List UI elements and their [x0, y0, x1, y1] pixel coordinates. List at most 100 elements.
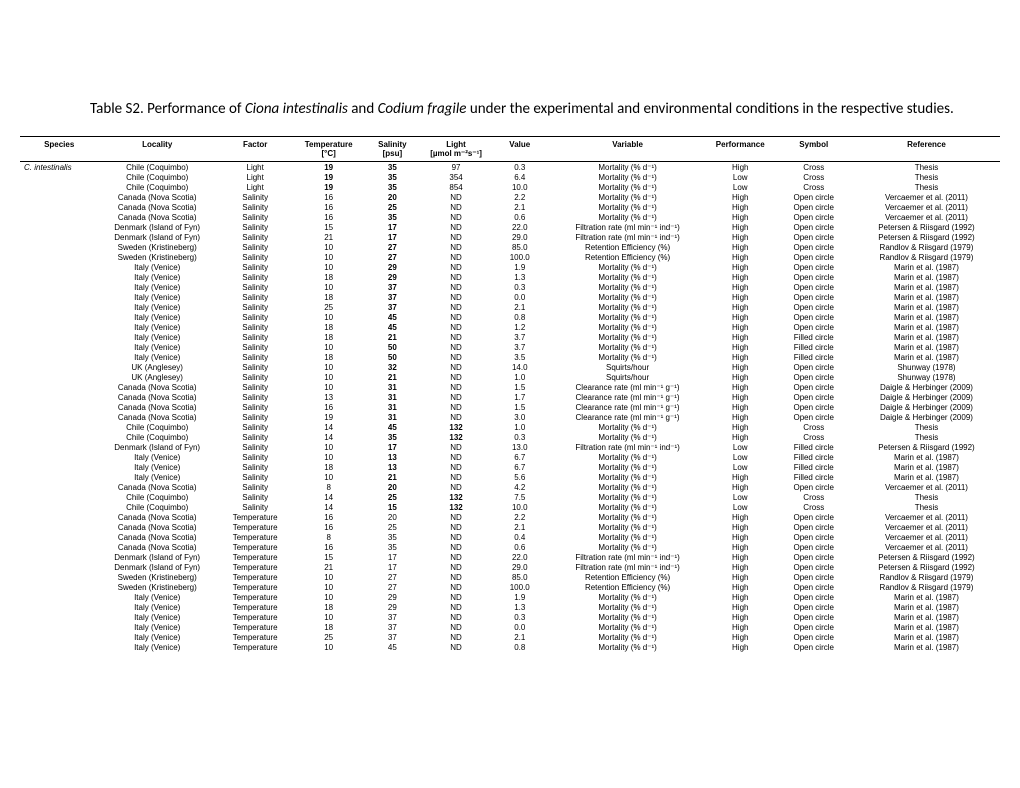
- cell-light: ND: [422, 512, 491, 522]
- cell-salinity: 37: [363, 612, 422, 622]
- cell-factor: Temperature: [216, 512, 294, 522]
- cell-factor: Temperature: [216, 622, 294, 632]
- cell-symbol: Open circle: [775, 562, 853, 572]
- cell-factor: Salinity: [216, 262, 294, 272]
- cell-variable: Mortality (% d⁻¹): [549, 602, 706, 612]
- cell-locality: Italy (Venice): [98, 622, 216, 632]
- cell-value: 1.9: [490, 262, 549, 272]
- cell-performance: High: [706, 312, 775, 322]
- cell-light: ND: [422, 372, 491, 382]
- column-header: Species: [20, 137, 98, 150]
- cell-performance: High: [706, 292, 775, 302]
- cell-locality: Italy (Venice): [98, 612, 216, 622]
- cell-value: 0.8: [490, 312, 549, 322]
- cell-species: [20, 422, 98, 432]
- cell-species: [20, 272, 98, 282]
- cell-temperature: 10: [294, 472, 363, 482]
- cell-light: ND: [422, 272, 491, 282]
- cell-temperature: 18: [294, 292, 363, 302]
- cell-light: ND: [422, 582, 491, 592]
- column-unit: [490, 149, 549, 162]
- cell-reference: Marin et al. (1987): [853, 312, 1000, 322]
- cell-reference: Vercaemer et al. (2011): [853, 482, 1000, 492]
- cell-light: ND: [422, 612, 491, 622]
- cell-symbol: Open circle: [775, 612, 853, 622]
- cell-salinity: 45: [363, 422, 422, 432]
- table-row: Canada (Nova Scotia)Salinity1625ND2.1Mor…: [20, 202, 1000, 212]
- cell-temperature: 10: [294, 582, 363, 592]
- cell-locality: Canada (Nova Scotia): [98, 512, 216, 522]
- cell-light: ND: [422, 352, 491, 362]
- cell-light: ND: [422, 642, 491, 652]
- cell-value: 4.2: [490, 482, 549, 492]
- cell-factor: Salinity: [216, 332, 294, 342]
- column-header: Salinity: [363, 137, 422, 150]
- cell-species: [20, 502, 98, 512]
- column-header: Light: [422, 137, 491, 150]
- cell-species: [20, 432, 98, 442]
- cell-species: [20, 512, 98, 522]
- cell-light: ND: [422, 312, 491, 322]
- cell-reference: Randlov & Riisgard (1979): [853, 242, 1000, 252]
- cell-variable: Mortality (% d⁻¹): [549, 542, 706, 552]
- cell-reference: Marin et al. (1987): [853, 302, 1000, 312]
- table-row: Italy (Venice)Temperature2537ND2.1Mortal…: [20, 632, 1000, 642]
- cell-light: ND: [422, 212, 491, 222]
- cell-salinity: 37: [363, 302, 422, 312]
- cell-light: ND: [422, 202, 491, 212]
- cell-species: [20, 402, 98, 412]
- cell-reference: Marin et al. (1987): [853, 592, 1000, 602]
- cell-symbol: Open circle: [775, 402, 853, 412]
- cell-value: 0.8: [490, 642, 549, 652]
- cell-species: [20, 572, 98, 582]
- cell-performance: High: [706, 262, 775, 272]
- cell-light: 132: [422, 502, 491, 512]
- table-row: Canada (Nova Scotia)Salinity1931ND3.0Cle…: [20, 412, 1000, 422]
- table-row: Italy (Venice)Salinity1029ND1.9Mortality…: [20, 262, 1000, 272]
- cell-temperature: 25: [294, 632, 363, 642]
- cell-factor: Light: [216, 172, 294, 182]
- cell-performance: High: [706, 552, 775, 562]
- cell-light: ND: [422, 252, 491, 262]
- cell-factor: Salinity: [216, 432, 294, 442]
- cell-light: ND: [422, 362, 491, 372]
- cell-salinity: 25: [363, 202, 422, 212]
- cell-locality: Denmark (Island of Fyn): [98, 442, 216, 452]
- table-row: Italy (Venice)Salinity2537ND2.1Mortality…: [20, 302, 1000, 312]
- cell-performance: Low: [706, 492, 775, 502]
- cell-symbol: Open circle: [775, 602, 853, 612]
- cell-temperature: 16: [294, 192, 363, 202]
- cell-factor: Light: [216, 182, 294, 192]
- table-row: Italy (Venice)Temperature1045ND0.8Mortal…: [20, 642, 1000, 652]
- cell-temperature: 16: [294, 402, 363, 412]
- table-row: Italy (Venice)Salinity1013ND6.7Mortality…: [20, 452, 1000, 462]
- cell-salinity: 15: [363, 502, 422, 512]
- column-header: Temperature: [294, 137, 363, 150]
- cell-factor: Salinity: [216, 322, 294, 332]
- table-row: UK (Anglesey)Salinity1021ND1.0Squirts/ho…: [20, 372, 1000, 382]
- table-row: Italy (Venice)Temperature1837ND0.0Mortal…: [20, 622, 1000, 632]
- cell-value: 29.0: [490, 562, 549, 572]
- cell-salinity: 35: [363, 162, 422, 173]
- table-row: Denmark (Island of Fyn)Salinity2117ND29.…: [20, 232, 1000, 242]
- cell-performance: High: [706, 222, 775, 232]
- cell-salinity: 17: [363, 232, 422, 242]
- table-row: Denmark (Island of Fyn)Temperature1517ND…: [20, 552, 1000, 562]
- cell-symbol: Open circle: [775, 192, 853, 202]
- cell-value: 6.4: [490, 172, 549, 182]
- cell-reference: Thesis: [853, 182, 1000, 192]
- cell-reference: Marin et al. (1987): [853, 612, 1000, 622]
- cell-reference: Marin et al. (1987): [853, 602, 1000, 612]
- cell-factor: Salinity: [216, 312, 294, 322]
- cell-reference: Randlov & Riisgard (1979): [853, 572, 1000, 582]
- cell-light: ND: [422, 482, 491, 492]
- cell-value: 1.5: [490, 382, 549, 392]
- cell-light: 132: [422, 432, 491, 442]
- cell-locality: Canada (Nova Scotia): [98, 412, 216, 422]
- cell-variable: Clearance rate (ml min⁻¹ g⁻¹): [549, 412, 706, 422]
- cell-symbol: Open circle: [775, 362, 853, 372]
- cell-species: [20, 452, 98, 462]
- cell-variable: Filtration rate (ml min⁻¹ ind⁻¹): [549, 562, 706, 572]
- cell-locality: Italy (Venice): [98, 322, 216, 332]
- cell-salinity: 32: [363, 362, 422, 372]
